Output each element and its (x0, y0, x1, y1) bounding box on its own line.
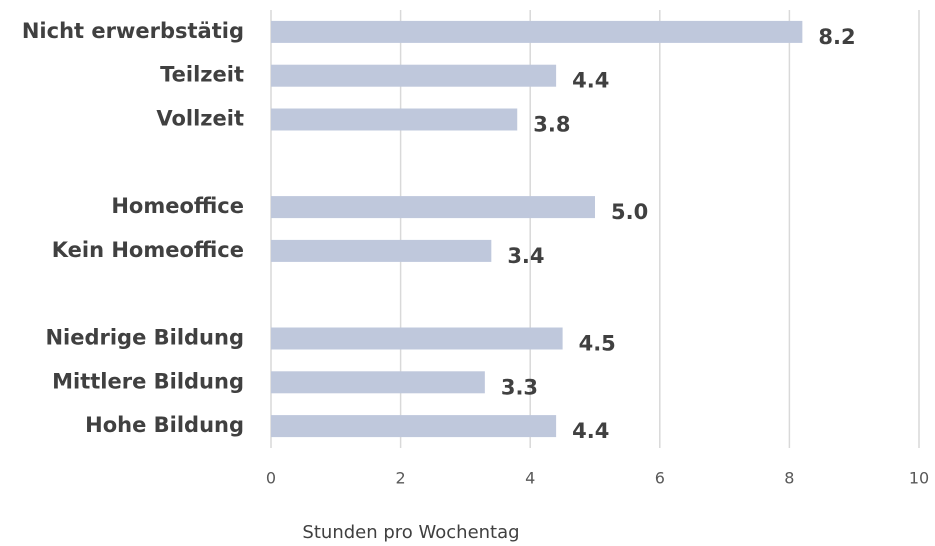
bar (271, 108, 518, 131)
data-label: 8.2 (818, 25, 855, 49)
x-tick-label: 10 (909, 469, 929, 488)
data-label: 4.5 (579, 332, 616, 356)
x-tick-label: 6 (655, 469, 665, 488)
data-label: 3.3 (501, 375, 538, 399)
bar (271, 327, 563, 350)
y-tick-label: Vollzeit (156, 107, 244, 131)
x-tick-label: 0 (266, 469, 276, 488)
y-tick-label: Homeoffice (111, 194, 244, 218)
bar (271, 196, 595, 219)
x-tick-label: 4 (525, 469, 535, 488)
y-tick-label: Mittlere Bildung (52, 369, 244, 393)
x-axis-title: Stunden pro Wochentag (302, 522, 519, 543)
x-tick-label: 2 (396, 469, 406, 488)
y-tick-label: Nicht erwerbstätig (22, 19, 244, 43)
y-tick-label: Teilzeit (160, 63, 244, 87)
y-tick-label: Kein Homeoffice (52, 238, 244, 262)
bar (271, 371, 485, 394)
data-label: 3.8 (533, 113, 570, 137)
y-tick-label: Hohe Bildung (85, 413, 244, 437)
bar (271, 20, 803, 43)
bar (271, 239, 492, 262)
data-label: 4.4 (572, 419, 609, 443)
data-label: 4.4 (572, 69, 609, 93)
bar (271, 64, 557, 87)
x-tick-label: 8 (784, 469, 794, 488)
data-label: 5.0 (611, 200, 648, 224)
data-label: 3.4 (507, 244, 544, 268)
bar (271, 415, 557, 438)
y-tick-label: Niedrige Bildung (45, 326, 244, 350)
